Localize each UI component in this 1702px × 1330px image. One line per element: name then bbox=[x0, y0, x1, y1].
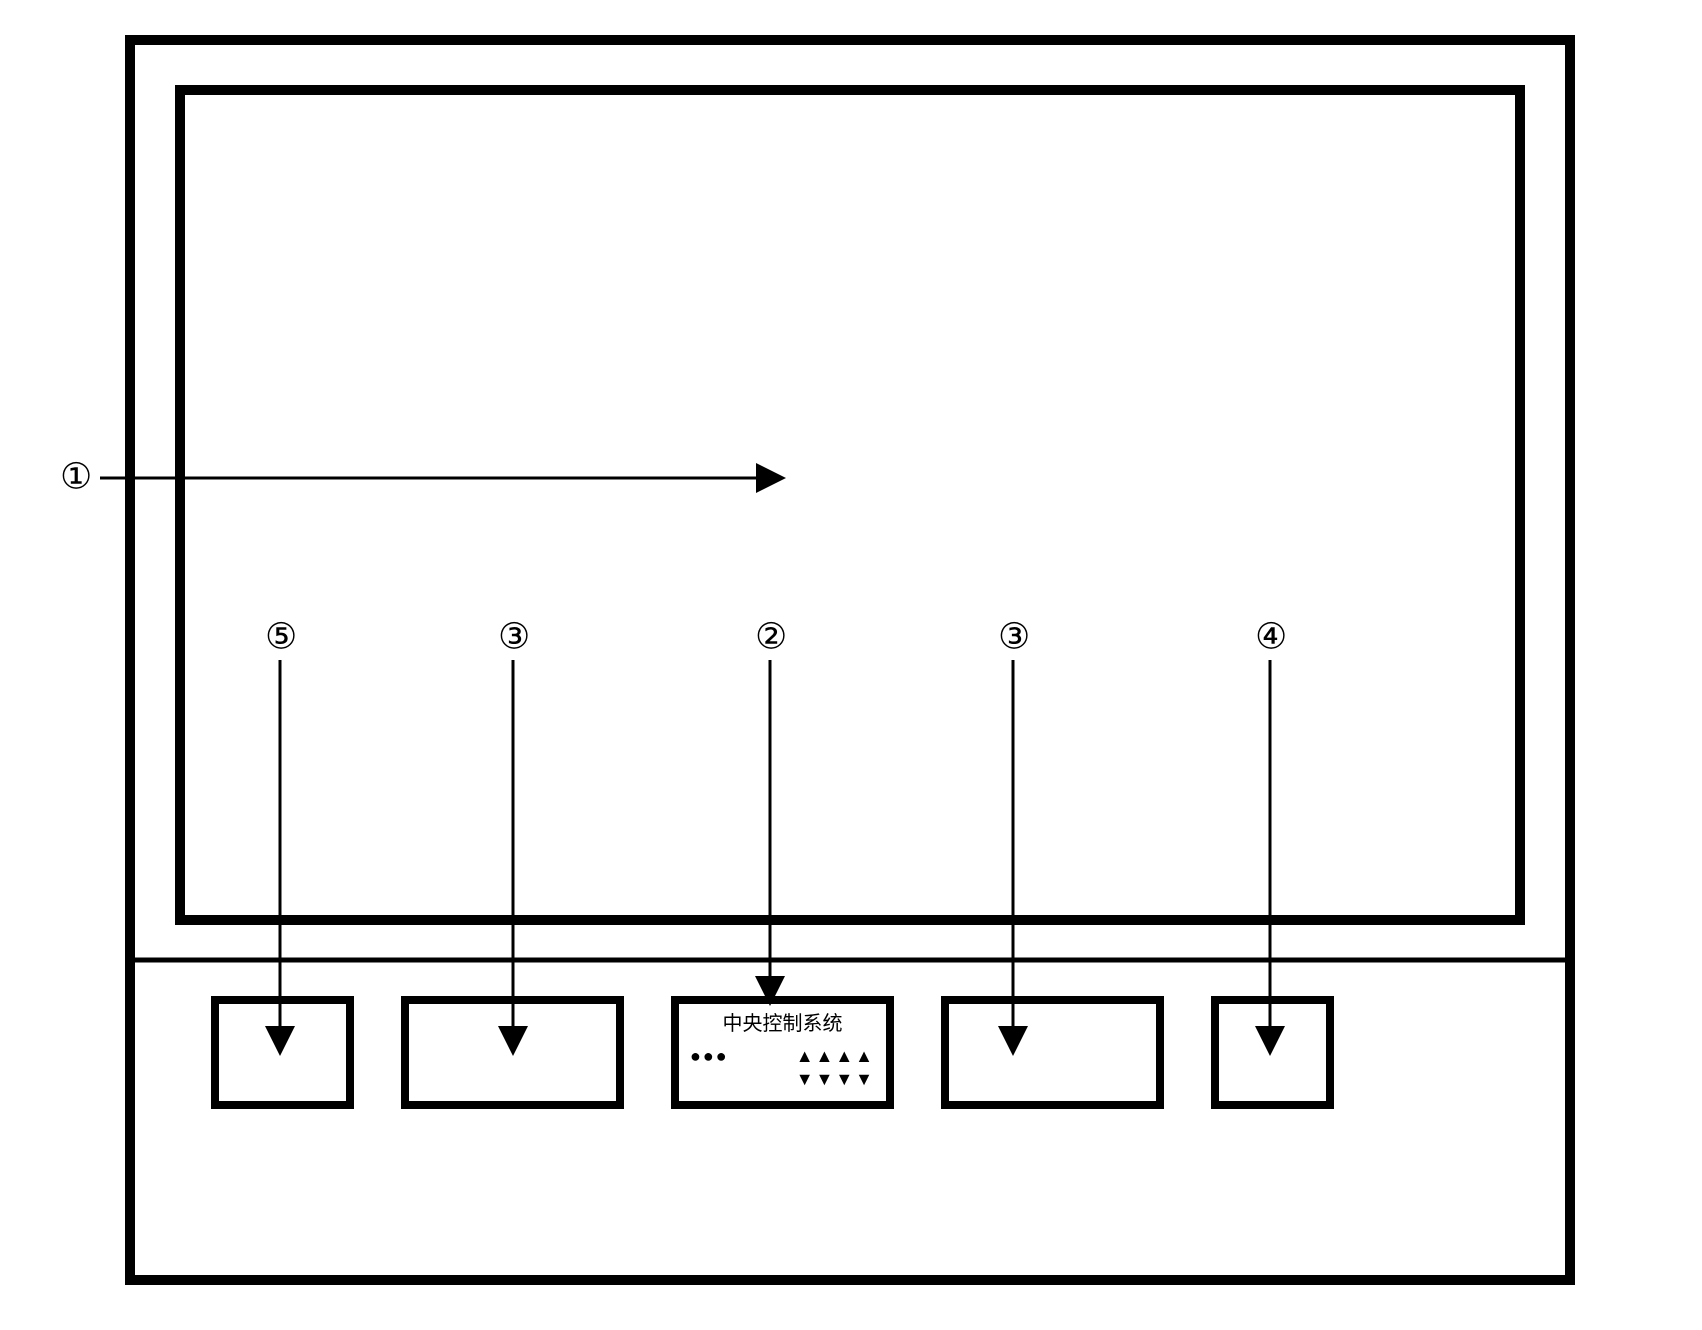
callout-3a-label: ③ bbox=[498, 616, 530, 656]
box-3b bbox=[945, 1000, 1160, 1105]
box-4 bbox=[1215, 1000, 1330, 1105]
box-5 bbox=[215, 1000, 350, 1105]
callout-2-label: ② bbox=[755, 616, 787, 656]
control-panel-row2: ▼▼▼▼ bbox=[796, 1069, 875, 1089]
callout-3b-label: ③ bbox=[998, 616, 1030, 656]
diagram-svg: 中央控制系统 ●●● ▲▲▲▲ ▼▼▼▼ ① ⑤ ③ ② ③ ④ bbox=[0, 0, 1702, 1330]
control-panel-title: 中央控制系统 bbox=[723, 1012, 843, 1035]
bottom-boxes: 中央控制系统 ●●● ▲▲▲▲ ▼▼▼▼ bbox=[215, 1000, 1330, 1105]
inner-frame bbox=[180, 90, 1520, 920]
callout-1-label: ① bbox=[60, 456, 92, 496]
callout-4-label: ④ bbox=[1255, 616, 1287, 656]
control-panel-row1b: ▲▲▲▲ bbox=[796, 1046, 875, 1066]
control-panel-row1: ●●● bbox=[690, 1046, 729, 1066]
callout-5-label: ⑤ bbox=[265, 616, 297, 656]
